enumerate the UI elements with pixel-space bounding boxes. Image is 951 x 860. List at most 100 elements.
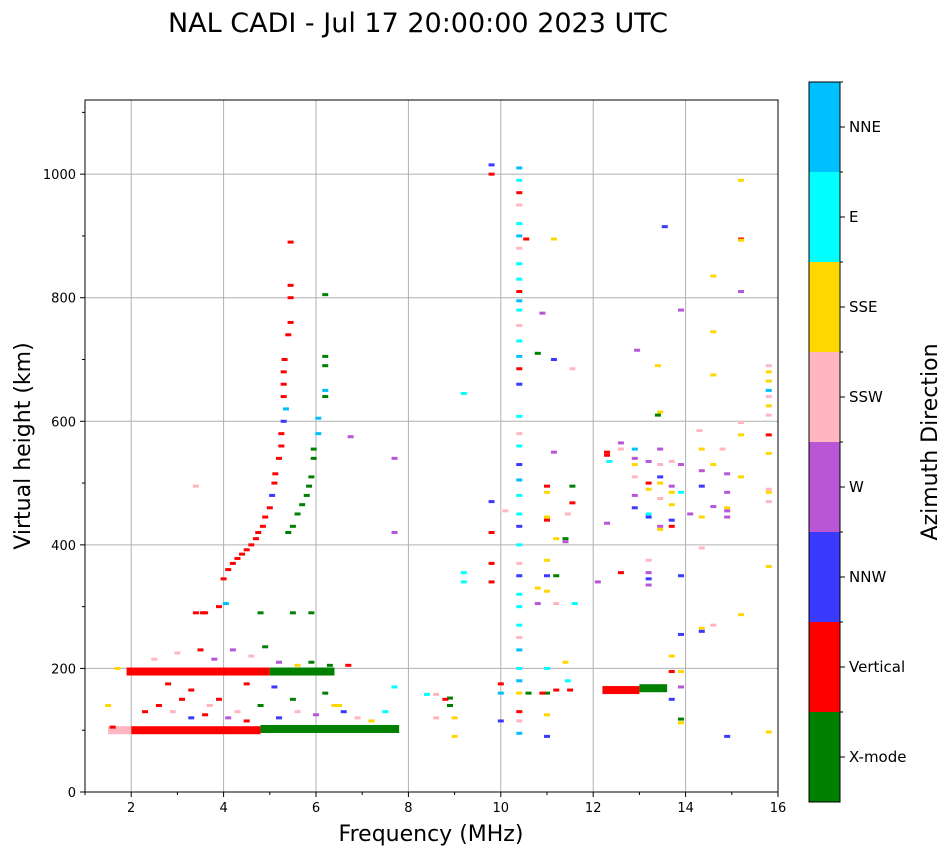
data-point	[262, 515, 269, 519]
data-point	[738, 433, 745, 437]
data-point	[259, 524, 266, 528]
data-point	[516, 432, 523, 436]
data-point	[315, 432, 322, 436]
data-point	[188, 688, 195, 692]
colorbar-label-nnw: NNW	[849, 568, 886, 586]
data-point	[308, 660, 315, 664]
data-point	[550, 450, 557, 454]
data-point	[677, 717, 684, 721]
data-point	[211, 657, 218, 661]
data-point	[516, 166, 523, 170]
data-point	[661, 225, 668, 229]
data-point	[645, 558, 652, 562]
data-point	[698, 484, 705, 488]
data-point	[668, 484, 675, 488]
data-point	[668, 524, 675, 528]
data-point	[698, 447, 705, 451]
x-tick-label: 6	[312, 801, 320, 816]
data-point	[516, 493, 523, 497]
data-point	[677, 490, 684, 494]
data-point	[266, 506, 273, 510]
data-point	[433, 716, 440, 720]
data-point	[516, 543, 523, 547]
data-point	[243, 548, 250, 552]
data-point	[278, 444, 285, 448]
trace-band	[269, 667, 335, 676]
data-point	[322, 691, 329, 695]
data-point	[252, 537, 259, 541]
data-point	[516, 512, 523, 516]
data-point	[488, 163, 495, 167]
data-point	[516, 246, 523, 250]
colorbar-segment	[809, 262, 840, 352]
data-point	[710, 505, 717, 509]
data-point	[516, 636, 523, 640]
data-point	[340, 710, 347, 714]
data-point	[516, 561, 523, 565]
data-point	[516, 719, 523, 723]
data-point	[368, 719, 375, 723]
colorbar-segment	[809, 622, 840, 712]
data-point	[262, 645, 269, 649]
data-point	[282, 407, 289, 411]
data-point	[657, 447, 664, 451]
data-point	[631, 506, 638, 510]
data-point	[516, 339, 523, 343]
data-point	[423, 692, 430, 696]
data-point	[502, 509, 509, 513]
trace-band	[108, 726, 132, 735]
x-axis-ticks: 2 4 6 8 10 12 14 16	[84, 792, 786, 816]
data-point	[197, 648, 204, 652]
data-point	[544, 574, 550, 578]
data-point	[724, 490, 731, 494]
colorbar-segment	[809, 352, 840, 442]
data-point	[322, 388, 329, 392]
data-point	[765, 404, 772, 408]
data-point	[631, 475, 638, 479]
colorbar-segment	[809, 442, 840, 532]
data-point	[657, 475, 664, 479]
data-point	[645, 487, 652, 491]
data-point	[516, 308, 523, 312]
data-point	[544, 691, 550, 695]
data-point	[668, 518, 675, 522]
data-point	[553, 688, 560, 692]
data-point	[765, 433, 772, 437]
data-point	[516, 691, 523, 695]
data-point	[516, 710, 523, 714]
data-point	[488, 561, 495, 565]
x-tick-label: 14	[677, 801, 694, 816]
colorbar-segment	[809, 532, 840, 622]
data-point	[710, 373, 717, 377]
colorbar-label-sse: SSE	[849, 298, 878, 316]
data-point	[306, 484, 313, 488]
colorbar-label: Azimuth Direction	[918, 343, 943, 540]
data-point	[631, 463, 638, 467]
y-axis-label: Virtual height (km)	[11, 342, 36, 549]
data-point	[310, 447, 317, 451]
data-point	[234, 710, 241, 714]
data-point	[287, 240, 294, 244]
x-tick-label: 2	[127, 801, 135, 816]
data-point	[710, 274, 717, 278]
data-point	[698, 626, 705, 630]
data-point	[179, 697, 186, 701]
data-point	[645, 481, 652, 485]
colorbar-label-vertical: Vertical	[849, 658, 905, 676]
data-point	[287, 283, 294, 287]
x-tick-label: 8	[404, 801, 412, 816]
data-point	[645, 577, 652, 581]
trace-band	[602, 686, 640, 695]
data-point	[345, 663, 352, 667]
data-point	[215, 605, 222, 609]
data-point	[488, 531, 495, 534]
data-point	[497, 691, 504, 695]
data-point	[451, 734, 458, 738]
data-point	[569, 367, 576, 371]
data-point	[594, 580, 601, 584]
data-point	[347, 435, 354, 439]
data-point	[696, 429, 703, 433]
y-tick-label: 0	[68, 786, 76, 801]
colorbar-segment	[809, 712, 840, 802]
